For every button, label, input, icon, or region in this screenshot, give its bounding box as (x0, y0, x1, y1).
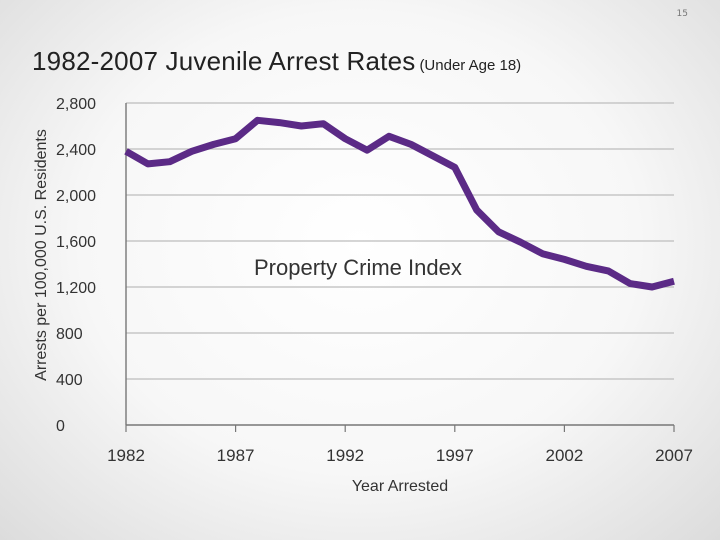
y-tick-label: 800 (56, 326, 83, 343)
x-tick-label: 1992 (326, 446, 364, 465)
x-axis-title: Year Arrested (352, 478, 448, 495)
x-tick-label: 2002 (545, 446, 583, 465)
series-line (124, 116, 675, 291)
y-tick-label: 1,600 (56, 234, 96, 251)
y-tick-label: 1,200 (56, 280, 96, 297)
y-axis-title: Arrests per 100,000 U.S. Residents (33, 129, 50, 381)
x-tick-label: 1987 (217, 446, 255, 465)
chart-subtitle: (Under Age 18) (419, 57, 522, 74)
y-tick-label: 0 (56, 418, 65, 435)
y-tick-label: 2,400 (56, 142, 96, 159)
series-annotation: Property Crime Index (254, 255, 462, 280)
x-tick-label: 1997 (436, 446, 474, 465)
chart-title: 1982-2007 Juvenile Arrest Rates (32, 46, 416, 76)
y-axis-ticks: 0 400 800 1,200 1,600 2,000 2,400 2,800 (56, 96, 96, 435)
chart-title-block: 1982-2007 Juvenile Arrest Rates (Under Ag… (32, 46, 521, 77)
plot-area (124, 116, 675, 291)
gridlines (126, 102, 674, 380)
y-tick-label: 400 (56, 372, 83, 389)
x-tick-label: 1982 (107, 446, 145, 465)
x-axis-ticks: 1982 1987 1992 1997 2002 2007 (107, 425, 693, 465)
y-tick-label: 2,000 (56, 188, 96, 205)
x-tick-label: 2007 (655, 446, 693, 465)
y-tick-label: 2,800 (56, 96, 96, 113)
slide-number: 15 (676, 9, 688, 19)
axes (125, 103, 674, 426)
